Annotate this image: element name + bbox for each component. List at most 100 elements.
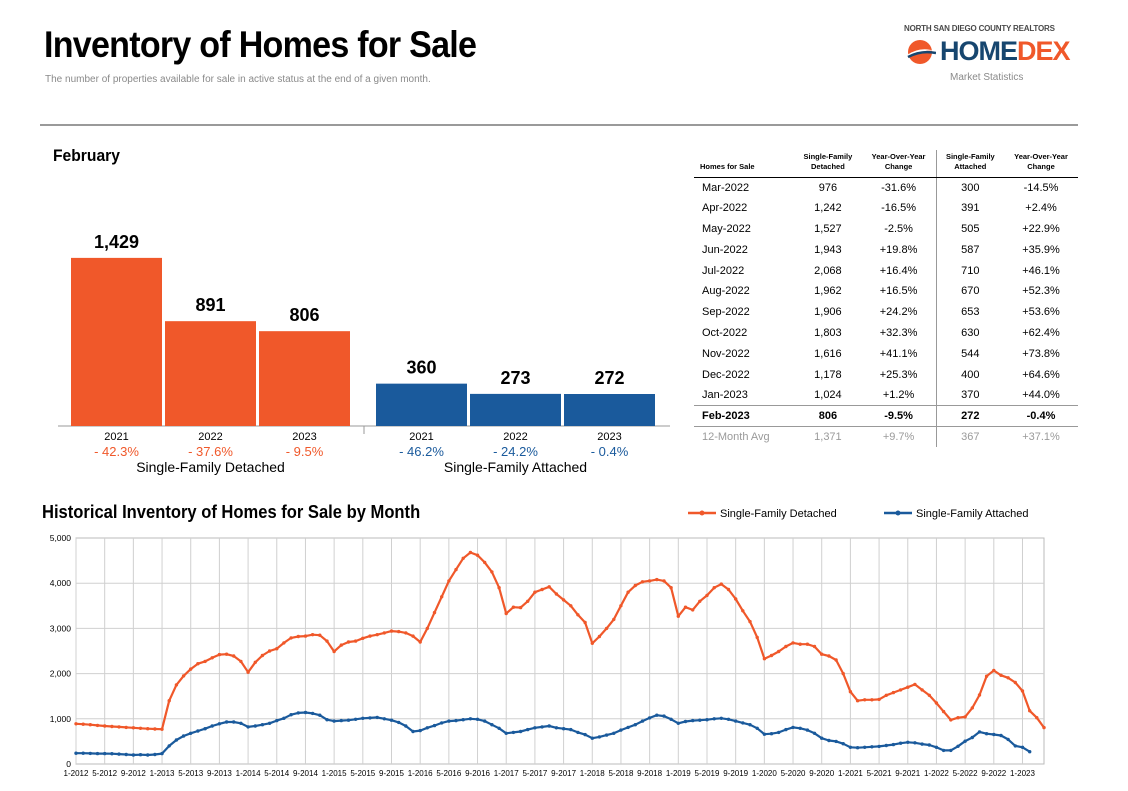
data-point: [138, 726, 143, 730]
data-point: [791, 641, 795, 645]
bar-change-label: - 42.3%: [94, 444, 139, 459]
data-point: [425, 626, 429, 631]
data-point: [626, 725, 630, 730]
x-tick-label: 1-2021: [838, 769, 863, 778]
data-point: [698, 718, 702, 722]
x-tick-label: 9-2016: [465, 769, 490, 778]
data-point: [533, 726, 537, 730]
data-point: [332, 649, 336, 654]
data-point: [88, 751, 93, 756]
x-tick-label: 5-2018: [608, 769, 633, 778]
data-point: [504, 731, 508, 735]
data-point: [820, 736, 824, 740]
data-point: [533, 590, 537, 594]
data-point: [612, 617, 616, 622]
detached-change-cell: +9.7%: [861, 426, 937, 448]
bar-change-label: - 9.5%: [286, 444, 324, 459]
data-point: [927, 693, 931, 697]
data-point: [619, 728, 623, 732]
data-point: [705, 718, 709, 722]
x-tick-label: 9-2018: [637, 769, 662, 778]
data-point: [325, 639, 329, 643]
bar-year-label: 2021: [409, 431, 433, 443]
data-point: [540, 587, 544, 592]
month-cell: Dec-2022: [702, 368, 750, 381]
month-cell: Jan-2023: [702, 389, 748, 402]
data-point: [984, 732, 989, 736]
month-cell: Sep-2022: [702, 306, 750, 319]
legend-label: Single-Family Attached: [916, 508, 1029, 520]
attached-cell: 710: [935, 260, 1005, 281]
data-point: [432, 610, 437, 615]
data-point: [246, 670, 250, 674]
data-point: [74, 751, 78, 755]
data-point: [246, 725, 250, 729]
x-tick-label: 1-2013: [150, 769, 175, 778]
data-point: [669, 717, 673, 721]
data-point: [174, 738, 179, 742]
data-point: [748, 619, 752, 624]
data-point: [812, 731, 817, 735]
attached-change-cell: +62.4%: [1022, 326, 1060, 339]
data-point: [583, 732, 587, 737]
y-tick-label: 3,000: [50, 623, 72, 633]
data-point: [160, 727, 164, 731]
data-point: [633, 583, 637, 588]
data-point: [647, 716, 652, 720]
homedex-swoosh-icon: [907, 40, 936, 64]
data-point: [647, 579, 652, 583]
attached-change-cell: +2.4%: [1025, 202, 1057, 215]
bar-year-label: 2021: [104, 431, 128, 443]
attached-change-cell: +52.3%: [1022, 285, 1060, 298]
data-point: [117, 725, 121, 729]
data-point: [526, 599, 530, 603]
x-tick-label: 9-2020: [809, 769, 834, 778]
attached-change-cell: +53.6%: [1022, 306, 1060, 319]
attached-cell: 391: [935, 197, 1005, 219]
data-point: [1013, 744, 1017, 748]
data-point: [167, 699, 171, 703]
data-point: [253, 660, 257, 664]
attached-change-cell: -14.5%: [1023, 181, 1059, 194]
data-point: [454, 567, 458, 572]
data-point: [511, 730, 516, 735]
data-point: [167, 744, 171, 748]
data-point: [361, 716, 365, 720]
data-point: [1006, 737, 1010, 742]
data-point: [425, 726, 429, 730]
attached-cell: 544: [935, 343, 1005, 365]
detached-cell: 1,242: [814, 202, 842, 215]
series-group: [74, 710, 1032, 757]
data-point: [540, 725, 544, 729]
data-point: [662, 579, 666, 583]
data-point: [855, 746, 860, 750]
data-point: [382, 631, 386, 635]
data-point: [153, 752, 157, 757]
x-tick-label: 9-2014: [293, 769, 318, 778]
x-tick-label: 5-2022: [953, 769, 978, 778]
data-point: [447, 719, 451, 723]
data-point: [267, 721, 272, 725]
x-tick-label: 1-2012: [64, 769, 89, 778]
data-point: [977, 693, 982, 697]
data-point: [877, 744, 881, 749]
data-point: [712, 586, 716, 590]
x-tick-label: 1-2017: [494, 769, 519, 778]
data-point: [318, 713, 322, 717]
table-row: May-2022 1,527 -2.5% 505 +22.9%: [694, 218, 1078, 240]
data-point: [676, 721, 680, 725]
detached-change-cell: -16.5%: [881, 202, 916, 215]
data-point: [483, 560, 487, 565]
data-point: [798, 726, 802, 730]
table-row: Dec-2022 1,178 +25.3% 400 +64.6%: [694, 364, 1078, 385]
data-point: [260, 723, 265, 727]
data-point: [554, 726, 559, 730]
data-point: [863, 745, 867, 749]
data-point: [368, 634, 372, 638]
logo-org-name: NORTH SAN DIEGO COUNTY REALTORS: [904, 24, 1055, 33]
data-point: [719, 716, 723, 720]
data-point: [604, 626, 609, 631]
data-point: [146, 727, 150, 731]
detached-cell: 1,906: [814, 306, 842, 319]
data-point: [633, 723, 637, 727]
